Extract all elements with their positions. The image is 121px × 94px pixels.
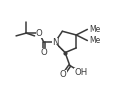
Text: O: O: [60, 70, 67, 79]
Text: O: O: [36, 29, 43, 38]
Text: Me: Me: [90, 25, 101, 34]
Text: O: O: [40, 48, 47, 57]
Text: N: N: [52, 38, 58, 47]
Text: OH: OH: [74, 67, 87, 77]
Text: Me: Me: [90, 36, 101, 45]
